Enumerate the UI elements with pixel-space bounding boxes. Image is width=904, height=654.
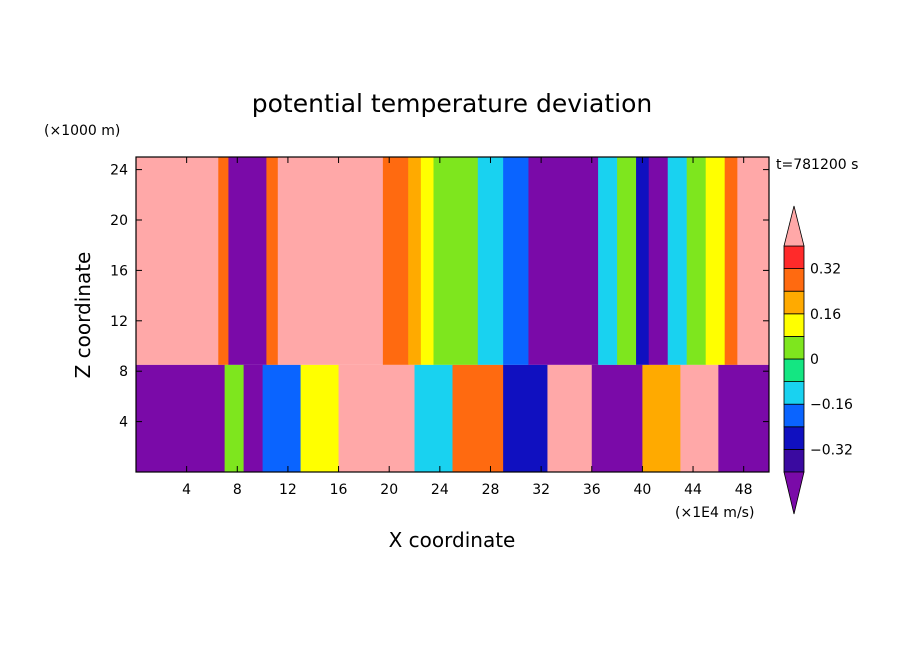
heatmap-cell: [648, 157, 669, 365]
heatmap-cell: [598, 157, 618, 365]
x-tick-label: 20: [380, 482, 398, 498]
colorbar-bottom-arrow: [783, 471, 805, 515]
heatmap-cell: [477, 157, 504, 365]
heatmap-cell: [737, 157, 769, 365]
heatmap-cell: [591, 364, 643, 472]
heatmap-cell: [642, 364, 681, 472]
heatmap-cell: [503, 157, 529, 365]
y-axis-unit: (×1000 m): [44, 123, 120, 139]
colorbar-box: [783, 403, 805, 428]
colorbar: 0.32 0.16 0 −0.16 −0.32: [783, 205, 853, 515]
heatmap-cell: [218, 157, 229, 365]
heatmap-cell: [266, 157, 279, 365]
heatmap-cell: [547, 364, 593, 472]
colorbar-label: 0.32: [810, 262, 841, 278]
colorbar-box: [783, 381, 805, 405]
heatmap-cell: [338, 364, 416, 472]
heatmap-cell: [420, 157, 435, 365]
heatmap-cell: [503, 364, 548, 472]
y-tick-label: 4: [119, 415, 128, 431]
heatmap-cell: [528, 157, 599, 365]
heatmap-cell: [382, 157, 409, 365]
heatmap-cell: [636, 157, 650, 365]
colorbar-box: [783, 245, 805, 270]
colorbar-label: 0: [810, 352, 819, 368]
x-tick-label: 28: [482, 482, 500, 498]
x-tick-label: 48: [735, 482, 753, 498]
colorbar-box: [783, 448, 805, 473]
y-tick-label: 12: [110, 314, 128, 330]
heatmap-cell: [680, 364, 719, 472]
heatmap-cell: [136, 157, 219, 365]
heatmap-cell: [705, 157, 726, 365]
colorbar-box: [783, 335, 805, 360]
heatmap-cell: [617, 157, 637, 365]
x-tick-label: 44: [684, 482, 702, 498]
heatmap-cell: [414, 364, 453, 472]
heatmap-cell: [724, 157, 738, 365]
x-axis-unit: (×1E4 m/s): [675, 505, 754, 521]
heatmap-cell: [433, 157, 479, 365]
y-axis-label: Z coordinate: [71, 252, 95, 379]
colorbar-label: 0.16: [810, 307, 841, 323]
colorbar-top-arrow: [783, 205, 805, 247]
colorbar-label: −0.16: [810, 397, 853, 413]
x-axis-label: X coordinate: [389, 528, 516, 552]
x-tick-label: 40: [633, 482, 651, 498]
colorbar-box: [783, 313, 805, 337]
colorbar-box: [783, 426, 805, 450]
colorbar-box: [783, 290, 805, 315]
x-tick-label: 8: [233, 482, 242, 498]
colorbar-box: [783, 358, 805, 383]
heatmap-cell: [224, 364, 245, 472]
heatmap-cell: [667, 157, 688, 365]
x-tick-label: 4: [182, 482, 191, 498]
time-label: t=781200 s: [776, 157, 858, 173]
plot-frame: [135, 156, 770, 473]
y-tick-label: 24: [110, 163, 128, 179]
heatmap-cell: [228, 157, 267, 365]
heatmap-cell: [136, 364, 226, 472]
heatmap-cell: [686, 157, 707, 365]
colorbar-box: [783, 268, 805, 292]
heatmap-cell: [300, 364, 340, 472]
heatmap-cell: [452, 364, 504, 472]
colorbar-label: −0.32: [810, 442, 853, 458]
plot-area: [136, 157, 769, 472]
chart-title: potential temperature deviation: [252, 89, 652, 118]
heatmap-cell: [277, 157, 384, 365]
x-tick-label: 24: [431, 482, 449, 498]
x-tick-label: 36: [583, 482, 601, 498]
heatmap-cell: [262, 364, 302, 472]
x-tick-label: 12: [279, 482, 297, 498]
y-tick-label: 16: [110, 263, 128, 279]
heatmap-cell: [408, 157, 422, 365]
y-tick-label: 8: [119, 364, 128, 380]
x-tick-label: 16: [330, 482, 348, 498]
heatmap-cell: [718, 364, 769, 472]
heatmap-cell: [243, 364, 264, 472]
y-tick-label: 20: [110, 213, 128, 229]
x-tick-label: 32: [532, 482, 550, 498]
